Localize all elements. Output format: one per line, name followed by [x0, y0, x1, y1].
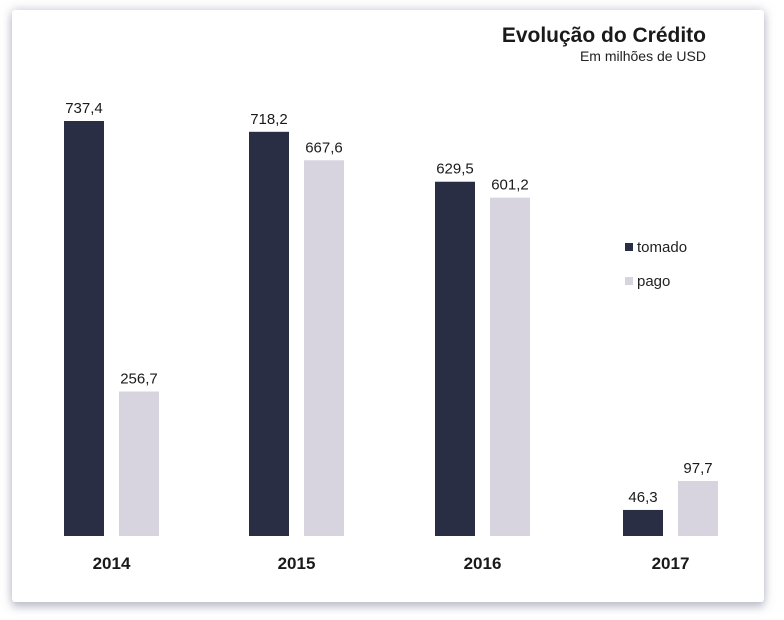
legend-item-pago: pago: [625, 272, 687, 290]
legend-swatch-pago: [625, 277, 633, 285]
category-label-2014: 2014: [93, 554, 131, 573]
data-label-tomado-2017: 46,3: [628, 489, 657, 506]
data-label-tomado-2015: 718,2: [250, 111, 288, 128]
bar-pago-2016: [490, 197, 530, 537]
legend-swatch-tomado: [625, 243, 633, 251]
category-label-2015: 2015: [278, 554, 316, 573]
data-label-pago-2014: 256,7: [120, 371, 158, 388]
bar-pago-2014: [119, 391, 159, 536]
data-label-pago-2017: 97,7: [683, 460, 712, 477]
chart-title: Evolução do Crédito: [501, 24, 706, 47]
data-label-pago-2015: 667,6: [305, 139, 343, 156]
chart-title-block: Evolução do Crédito Em milhões de USD: [502, 24, 706, 64]
category-label-2017: 2017: [652, 554, 690, 573]
category-label-2016: 2016: [464, 554, 502, 573]
data-label-pago-2016: 601,2: [491, 177, 529, 194]
chart-subtitle: Em milhões de USD: [579, 48, 706, 64]
bar-tomado-2014: [64, 121, 104, 536]
bar-tomado-2017: [623, 509, 663, 536]
legend-label-pago: pago: [637, 272, 671, 290]
bar-tomado-2016: [435, 181, 475, 536]
bar-tomado-2015: [249, 131, 289, 536]
legend-label-tomado: tomado: [637, 238, 688, 256]
chart-legend: tomado pago: [625, 238, 687, 306]
bar-pago-2017: [678, 481, 718, 536]
legend-item-tomado: tomado: [625, 238, 687, 256]
data-label-tomado-2014: 737,4: [65, 100, 103, 117]
bar-pago-2015: [304, 160, 344, 537]
data-label-tomado-2016: 629,5: [436, 161, 474, 178]
